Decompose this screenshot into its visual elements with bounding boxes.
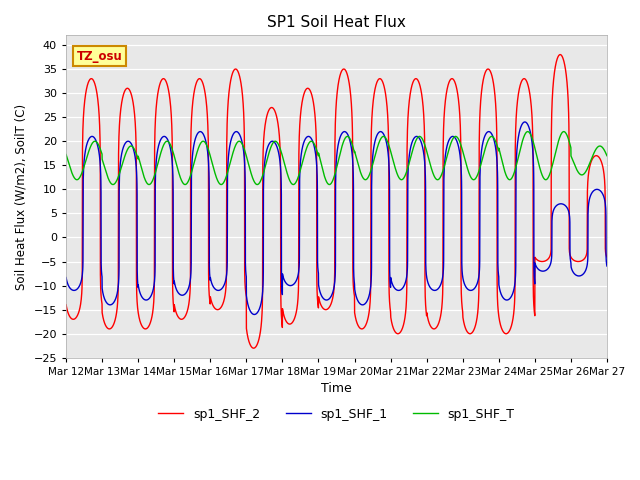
sp1_SHF_T	[62, 152, 70, 157]
sp1_SHF_1	[159, 134, 167, 140]
sp1_SHF_T	[458, 144, 465, 150]
sp1_SHF_2	[603, 254, 611, 260]
sp1_SHF_2	[458, 299, 465, 304]
Line: sp1_SHF_T: sp1_SHF_T	[66, 132, 607, 184]
sp1_SHF_2	[250, 345, 257, 351]
sp1_SHF_T	[316, 157, 324, 163]
sp1_SHF_1	[458, 190, 465, 195]
sp1_SHF_T	[488, 134, 496, 140]
Line: sp1_SHF_1: sp1_SHF_1	[66, 122, 607, 314]
sp1_SHF_2	[488, 75, 496, 81]
sp1_SHF_T	[603, 152, 611, 157]
sp1_SHF_1	[62, 275, 70, 280]
sp1_SHF_2	[316, 300, 324, 306]
sp1_SHF_T	[428, 167, 436, 172]
sp1_SHF_2	[603, 253, 611, 259]
sp1_SHF_T	[524, 129, 531, 134]
sp1_SHF_1	[250, 312, 258, 317]
sp1_SHF_2	[428, 325, 436, 331]
sp1_SHF_2	[159, 76, 167, 82]
Title: SP1 Soil Heat Flux: SP1 Soil Heat Flux	[267, 15, 406, 30]
sp1_SHF_1	[603, 260, 611, 265]
Legend: sp1_SHF_2, sp1_SHF_1, sp1_SHF_T: sp1_SHF_2, sp1_SHF_1, sp1_SHF_T	[154, 403, 520, 426]
sp1_SHF_T	[159, 143, 167, 148]
X-axis label: Time: Time	[321, 383, 352, 396]
sp1_SHF_1	[316, 290, 324, 296]
sp1_SHF_1	[428, 287, 436, 292]
Y-axis label: Soil Heat Flux (W/m2), SoilT (C): Soil Heat Flux (W/m2), SoilT (C)	[15, 104, 28, 289]
sp1_SHF_T	[603, 153, 611, 158]
sp1_SHF_1	[488, 132, 496, 138]
Text: TZ_osu: TZ_osu	[77, 50, 123, 63]
sp1_SHF_1	[603, 263, 611, 269]
sp1_SHF_2	[556, 52, 564, 58]
Line: sp1_SHF_2: sp1_SHF_2	[66, 55, 607, 348]
sp1_SHF_T	[109, 181, 116, 187]
sp1_SHF_1	[521, 119, 529, 125]
sp1_SHF_2	[62, 302, 70, 308]
